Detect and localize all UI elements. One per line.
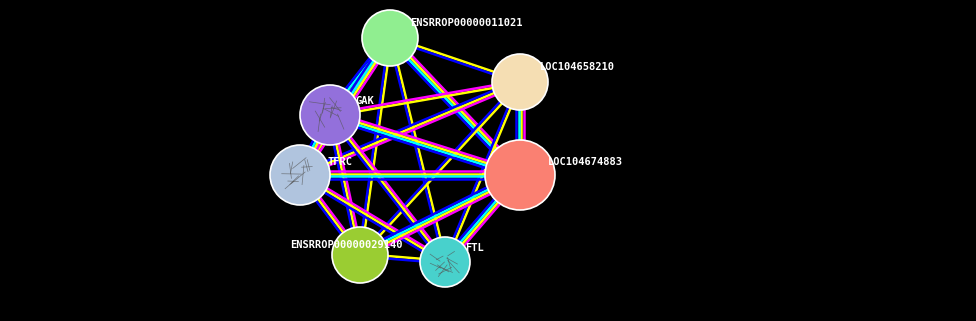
- Text: FTL: FTL: [465, 243, 484, 253]
- Text: ENSRROP00000029140: ENSRROP00000029140: [290, 240, 402, 250]
- Circle shape: [420, 237, 470, 287]
- Text: ENSRROP00000011021: ENSRROP00000011021: [410, 18, 522, 28]
- Text: TFRC: TFRC: [328, 157, 353, 167]
- Text: LOC104674883: LOC104674883: [548, 157, 623, 167]
- Circle shape: [485, 140, 555, 210]
- Circle shape: [492, 54, 548, 110]
- Circle shape: [362, 10, 418, 66]
- Circle shape: [332, 227, 388, 283]
- Text: GAK: GAK: [355, 96, 374, 106]
- Circle shape: [300, 85, 360, 145]
- Circle shape: [270, 145, 330, 205]
- Text: LOC104658210: LOC104658210: [540, 62, 615, 72]
